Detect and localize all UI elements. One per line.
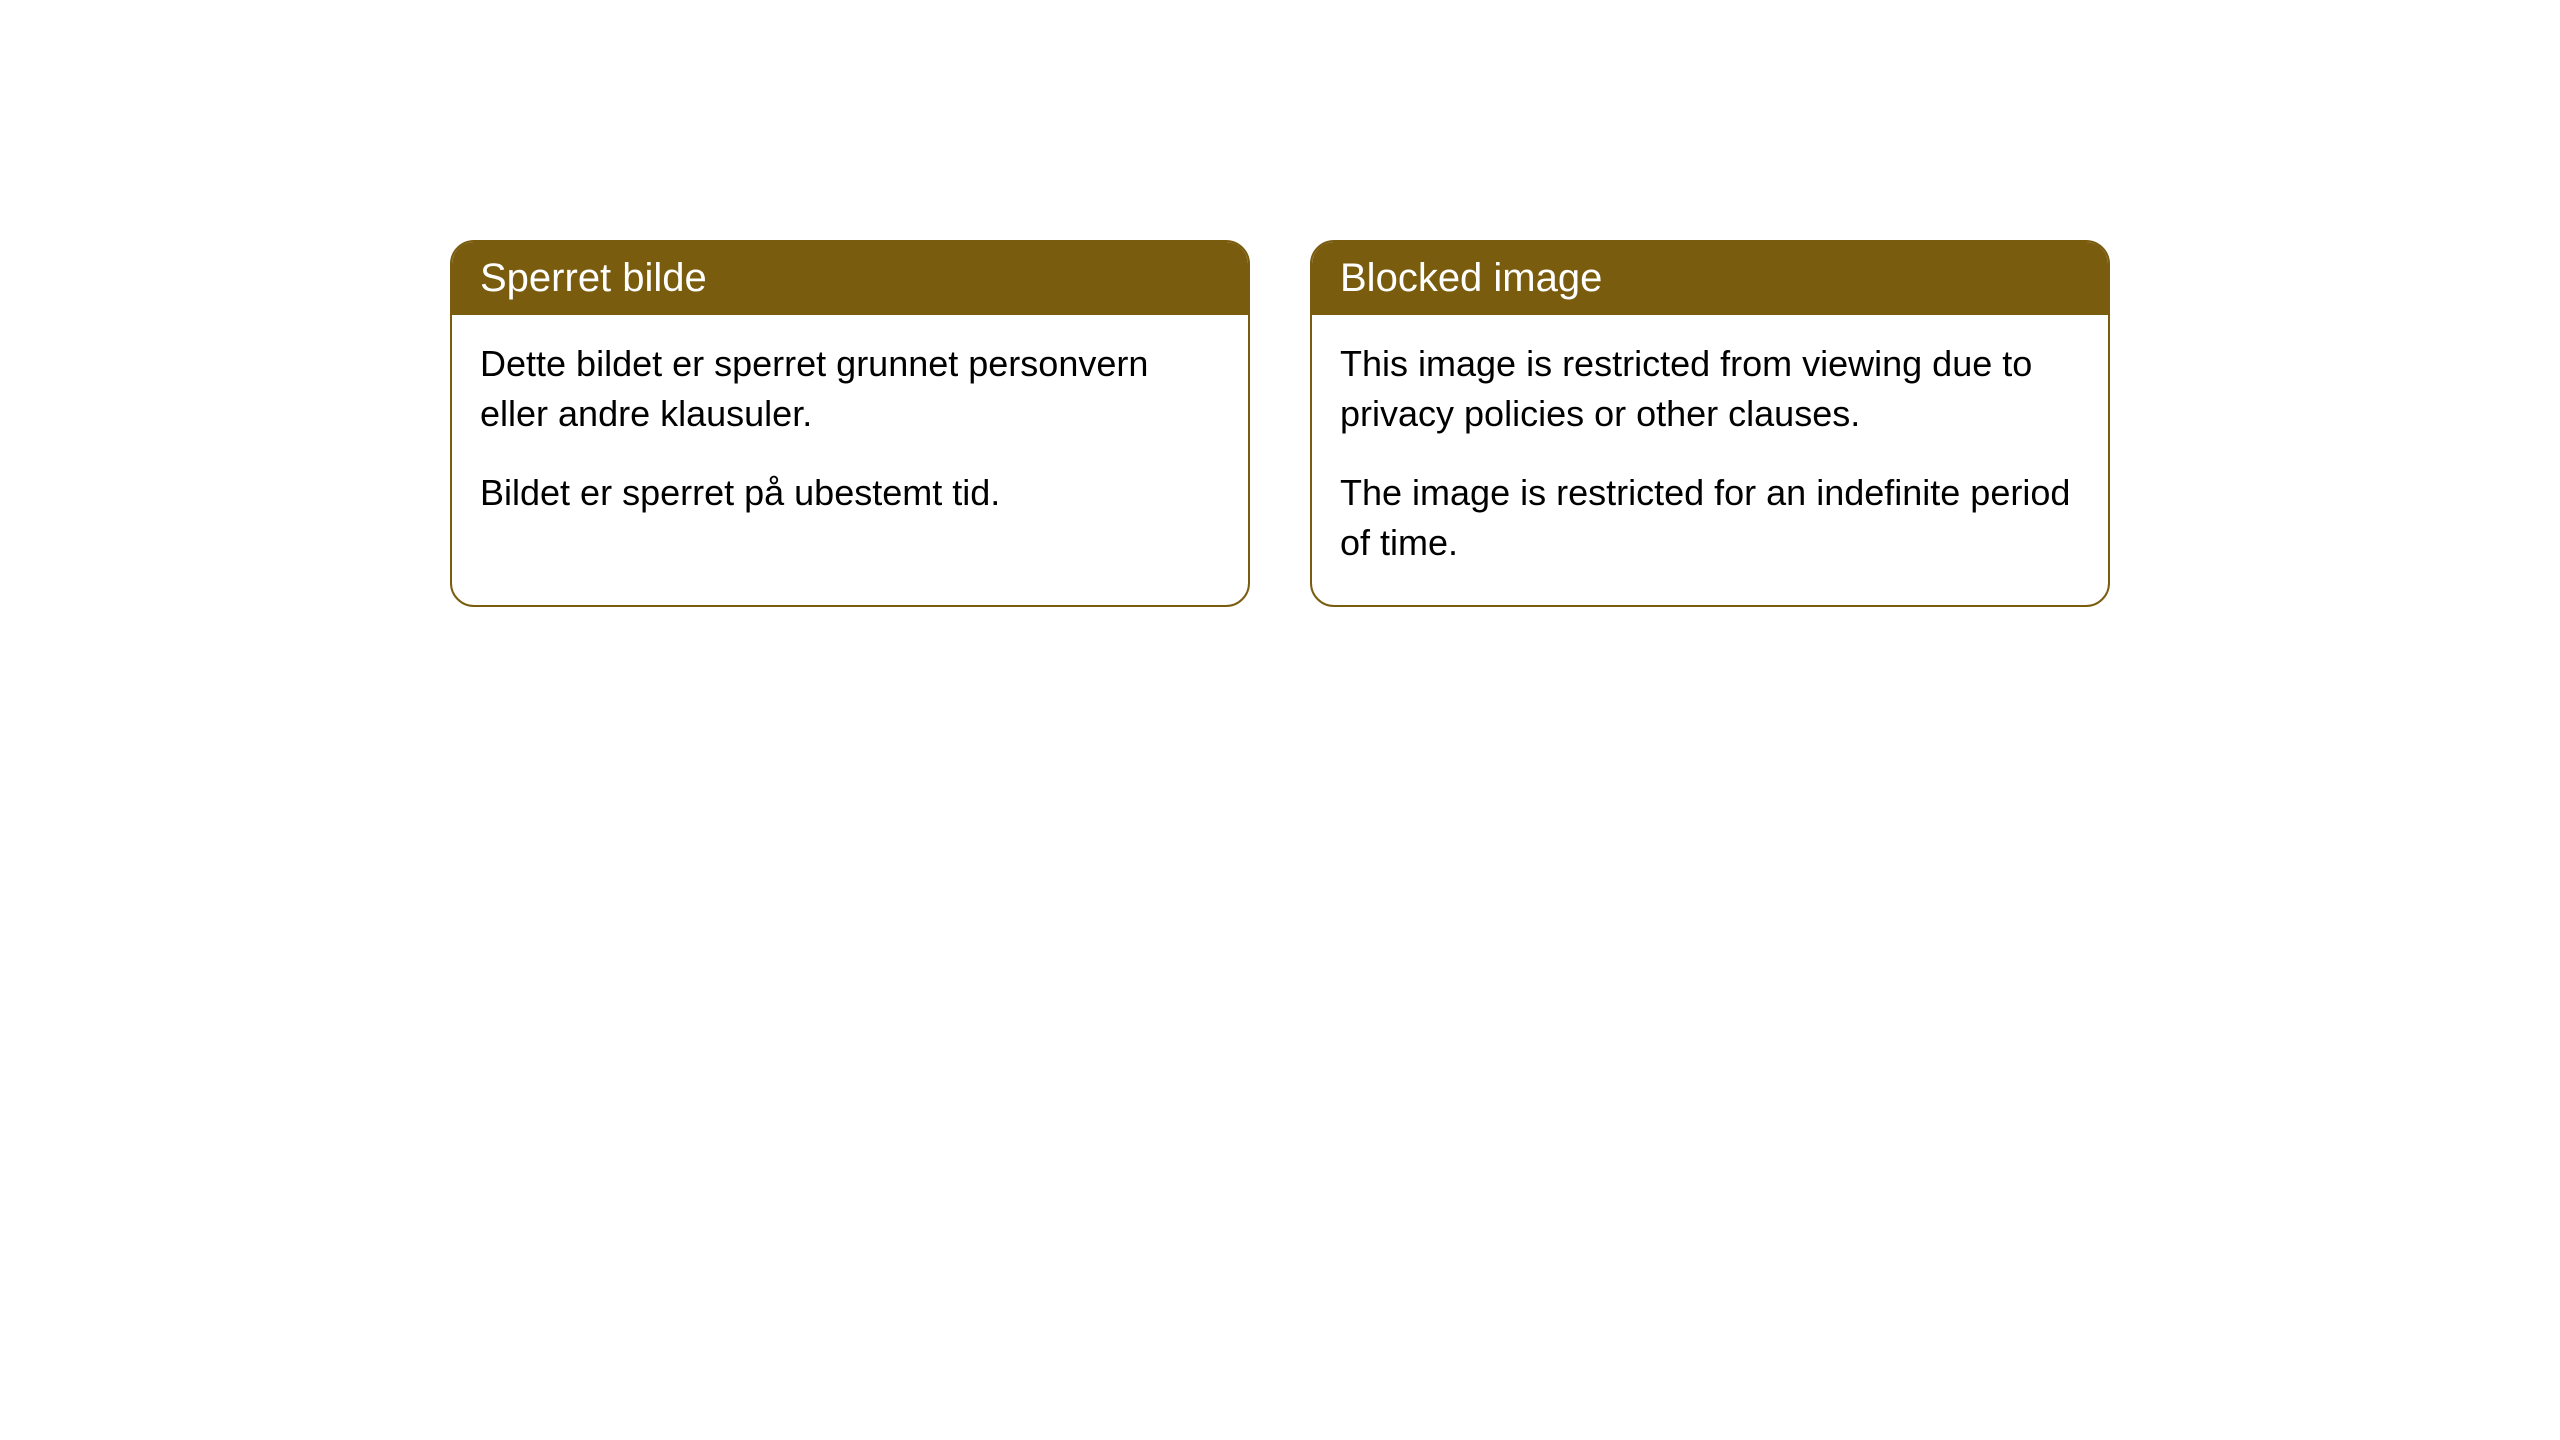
blocked-image-card-english: Blocked image This image is restricted f… xyxy=(1310,240,2110,607)
card-paragraph: Bildet er sperret på ubestemt tid. xyxy=(480,468,1220,518)
card-paragraph: Dette bildet er sperret grunnet personve… xyxy=(480,339,1220,440)
card-paragraph: This image is restricted from viewing du… xyxy=(1340,339,2080,440)
card-title: Blocked image xyxy=(1340,256,1602,300)
card-header: Sperret bilde xyxy=(452,242,1248,315)
blocked-image-card-norwegian: Sperret bilde Dette bildet er sperret gr… xyxy=(450,240,1250,607)
card-paragraph: The image is restricted for an indefinit… xyxy=(1340,468,2080,569)
cards-container: Sperret bilde Dette bildet er sperret gr… xyxy=(450,240,2560,607)
card-header: Blocked image xyxy=(1312,242,2108,315)
card-body: Dette bildet er sperret grunnet personve… xyxy=(452,315,1248,554)
card-body: This image is restricted from viewing du… xyxy=(1312,315,2108,605)
card-title: Sperret bilde xyxy=(480,256,707,300)
